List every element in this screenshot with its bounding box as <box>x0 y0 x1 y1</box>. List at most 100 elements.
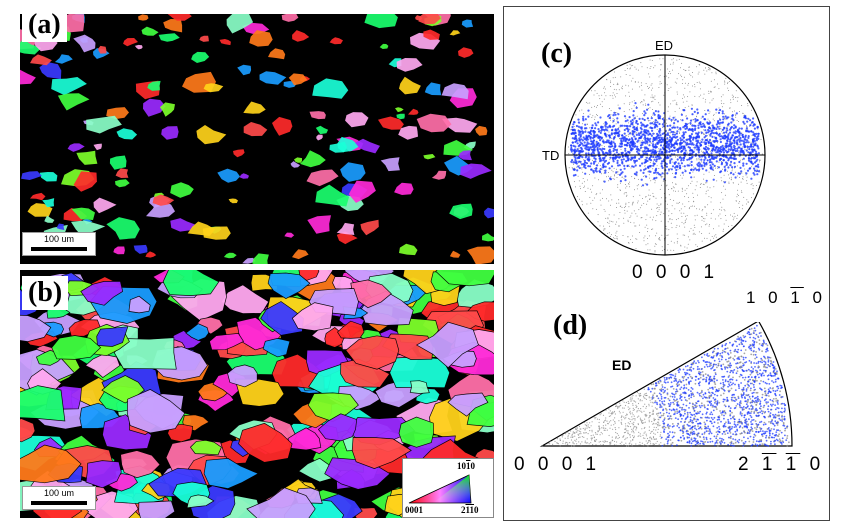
ipf-point <box>722 383 725 386</box>
pole-point <box>604 171 607 174</box>
pole-point <box>679 156 682 159</box>
ipf-point <box>760 405 762 408</box>
background-point <box>684 169 686 171</box>
background-point <box>696 208 698 210</box>
pole-point <box>728 131 732 134</box>
background-point <box>710 212 712 214</box>
ipf-point <box>708 395 711 397</box>
ipf-point <box>744 340 747 343</box>
pole-point <box>749 157 753 160</box>
ipf-sector <box>539 322 793 447</box>
pole-point <box>747 117 750 120</box>
ipf-point <box>717 347 719 350</box>
background-point <box>578 147 580 149</box>
ipf-point <box>752 339 754 342</box>
grain <box>143 98 166 117</box>
background-point <box>666 235 668 236</box>
background-point <box>673 187 675 189</box>
background-point <box>755 185 757 186</box>
ipf-point <box>743 352 746 355</box>
pole-point <box>647 103 650 106</box>
pole-point <box>672 136 675 139</box>
ipf-point <box>635 429 637 431</box>
background-point <box>684 250 685 251</box>
ipf-point <box>681 408 683 411</box>
ipf-point <box>645 415 647 418</box>
pole-point <box>635 120 638 123</box>
background-point <box>661 246 663 248</box>
grain <box>196 125 227 145</box>
grain <box>73 34 96 53</box>
ipf-point <box>756 395 759 398</box>
ipf-point <box>663 428 666 431</box>
background-point <box>660 203 662 205</box>
background-point <box>633 210 635 212</box>
background-point <box>630 67 631 69</box>
pole-point <box>704 145 708 148</box>
ipf-point <box>667 402 670 405</box>
ipf-point <box>719 410 721 412</box>
ipf-point <box>765 343 767 345</box>
background-point <box>741 172 743 174</box>
ipf-point <box>641 400 643 402</box>
pole-point <box>667 168 671 171</box>
ipf-point <box>698 404 701 407</box>
pole-point <box>681 171 684 174</box>
background-point <box>630 239 632 241</box>
ipf-point <box>711 386 713 389</box>
ipf-point <box>777 387 780 390</box>
grain <box>186 494 215 509</box>
background-point <box>659 214 661 216</box>
grain <box>423 154 436 160</box>
background-point <box>636 215 638 217</box>
pole-point <box>733 165 737 168</box>
pole-point <box>727 159 730 162</box>
background-point <box>676 59 678 61</box>
background-point <box>631 241 633 243</box>
pole-point <box>621 134 624 137</box>
background-point <box>676 78 678 80</box>
background-point <box>670 121 672 123</box>
background-point <box>709 69 711 71</box>
ipf-point <box>745 403 748 406</box>
ipf-point <box>689 416 692 419</box>
background-point <box>633 100 635 102</box>
ipf-point <box>637 398 639 400</box>
grain <box>209 333 245 351</box>
background-point <box>589 127 591 129</box>
background-point <box>612 122 614 124</box>
background-point <box>591 90 592 92</box>
ipf-point <box>726 432 729 434</box>
grain <box>238 422 293 463</box>
ipf-point <box>562 434 564 436</box>
ipf-point <box>764 357 767 360</box>
background-point <box>629 181 631 183</box>
grain <box>396 58 423 72</box>
pole-point <box>614 144 617 147</box>
ipf-point <box>708 381 711 384</box>
ipf-point <box>578 425 581 428</box>
ipf-point <box>612 419 614 421</box>
pole-point <box>633 145 636 148</box>
background-point <box>630 80 632 82</box>
pole-point <box>619 180 622 183</box>
pole-point <box>752 131 755 134</box>
background-point <box>660 204 662 206</box>
background-point <box>687 96 689 98</box>
pole-point <box>636 122 639 126</box>
ipf-point <box>690 445 693 447</box>
ipf-point <box>704 373 707 375</box>
background-point <box>673 249 675 251</box>
ipf-point <box>717 444 719 447</box>
background-point <box>634 81 636 82</box>
ipf-point <box>623 444 625 446</box>
ipf-point <box>747 386 749 389</box>
background-point <box>640 217 642 219</box>
pole-point <box>624 175 627 178</box>
pole-point <box>691 155 694 158</box>
ipf-point <box>770 436 773 439</box>
ipf-point <box>694 382 697 385</box>
ipf-point <box>766 366 768 369</box>
ipf-point <box>595 444 597 446</box>
grain <box>435 270 494 287</box>
